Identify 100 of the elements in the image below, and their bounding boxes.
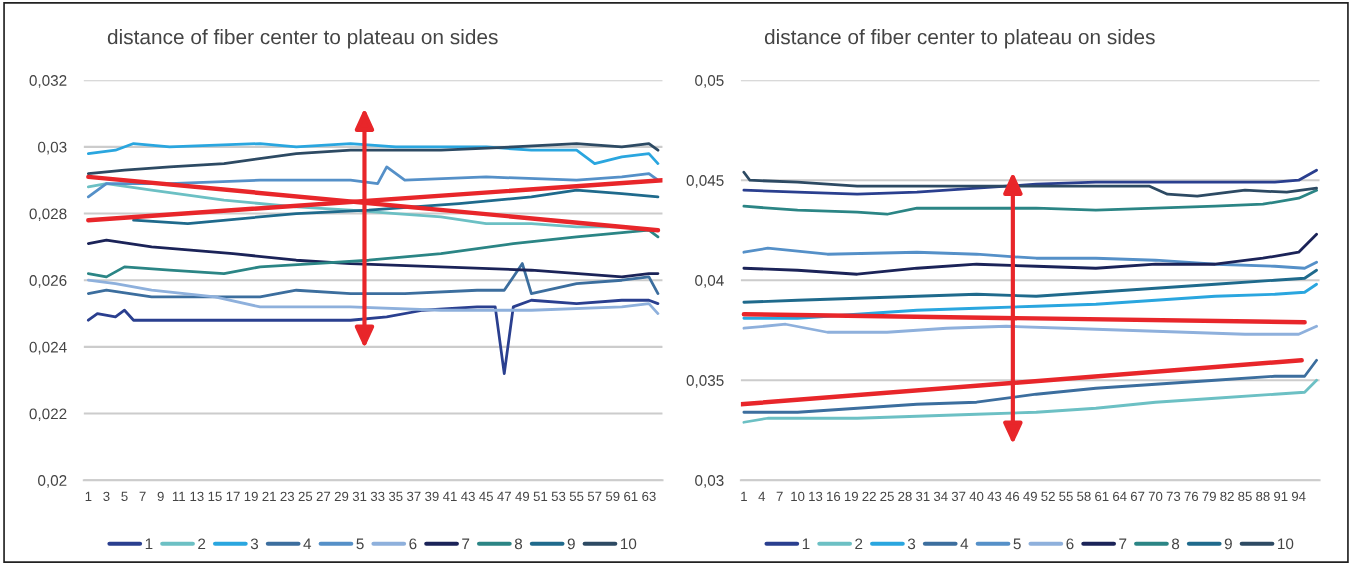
- legend-label: 10: [1278, 538, 1294, 550]
- x-tick-label: 28: [898, 491, 912, 502]
- legend-label: 8: [514, 538, 523, 550]
- legend-label: 4: [303, 538, 312, 550]
- line-series: [132, 188, 660, 225]
- x-tick-label: 94: [1291, 491, 1306, 502]
- x-tick-label: 10: [791, 491, 805, 502]
- x-tick-label: 1: [741, 491, 747, 501]
- x-tick-label: 15: [208, 491, 222, 502]
- x-tick-label: 3: [103, 491, 110, 502]
- line-series: [742, 268, 1318, 304]
- y-tick-label: 0,045: [686, 175, 724, 188]
- x-tick-label: 40: [969, 491, 984, 502]
- line-series: [742, 322, 1318, 336]
- x-tick-label: 22: [862, 491, 876, 501]
- x-tick-label: 88: [1256, 491, 1270, 502]
- line-series: [742, 282, 1318, 320]
- x-tick-label: 47: [497, 491, 511, 501]
- x-tick-label: 31: [916, 491, 930, 502]
- x-tick-label: 25: [298, 491, 313, 502]
- x-tick-label: 5: [121, 491, 128, 502]
- x-tick-label: 19: [244, 491, 258, 502]
- x-tick-label: 61: [624, 491, 638, 502]
- legend-label: 8: [1171, 538, 1180, 550]
- legend-label: 6: [409, 538, 417, 550]
- x-tick-label: 7: [139, 491, 146, 501]
- x-tick-label: 49: [1023, 491, 1037, 502]
- line-series: [742, 246, 1318, 270]
- x-tick-label: 41: [442, 491, 457, 501]
- legend-label: 3: [250, 538, 259, 550]
- x-tick-label: 37: [407, 491, 421, 502]
- legend-label: 7: [462, 538, 470, 550]
- line-series: [86, 142, 660, 175]
- y-tick-label: 0,05: [695, 75, 724, 88]
- x-tick-label: 34: [933, 491, 948, 502]
- x-tick-label: 57: [587, 491, 602, 502]
- line-series: [742, 232, 1318, 276]
- legend-label: 10: [621, 538, 637, 550]
- y-tick-label: 0,032: [29, 75, 67, 88]
- line-series: [86, 228, 660, 279]
- x-tick-label: 13: [190, 491, 204, 502]
- legend-label: 5: [356, 538, 364, 550]
- y-tick-label: 0,03: [38, 141, 67, 155]
- line-series: [86, 298, 660, 375]
- x-tick-label: 67: [1130, 491, 1145, 502]
- legend-label: 5: [1013, 538, 1021, 550]
- y-tick-label: 0,035: [686, 375, 724, 388]
- legend-label: 6: [1066, 538, 1074, 550]
- x-tick-label: 61: [1095, 491, 1109, 502]
- x-tick-label: 35: [388, 491, 403, 502]
- x-tick-label: 19: [844, 491, 858, 502]
- x-tick-label: 55: [1059, 491, 1073, 502]
- legend-label: 2: [198, 538, 206, 550]
- x-tick-label: 45: [479, 491, 493, 502]
- x-tick-label: 37: [951, 491, 966, 502]
- x-tick-label: 23: [280, 491, 295, 502]
- x-tick-label: 46: [1005, 491, 1020, 502]
- legend-label: 2: [855, 538, 863, 550]
- x-tick-label: 21: [262, 491, 276, 501]
- line-series: [742, 378, 1318, 424]
- x-tick-label: 63: [642, 491, 656, 502]
- line-series: [86, 142, 660, 165]
- x-tick-label: 1: [85, 491, 92, 501]
- line-series: [86, 262, 660, 299]
- chart-title: distance of fiber center to plateau on sides: [764, 29, 1155, 49]
- line-series: [86, 278, 660, 315]
- x-tick-label: 85: [1238, 491, 1252, 502]
- x-tick-label: 55: [569, 491, 584, 502]
- x-tick-label: 49: [515, 491, 530, 502]
- x-tick-label: 4: [758, 491, 766, 501]
- x-tick-label: 53: [551, 491, 566, 502]
- legend-label: 1: [145, 538, 153, 550]
- x-tick-label: 9: [157, 491, 164, 502]
- x-tick-label: 43: [461, 491, 475, 502]
- y-tick-label: 0,03: [695, 475, 724, 488]
- x-tick-label: 16: [827, 491, 841, 502]
- x-tick-label: 33: [370, 491, 385, 502]
- x-tick-label: 58: [1077, 491, 1091, 502]
- x-tick-label: 52: [1041, 491, 1055, 502]
- legend-label: 9: [1224, 538, 1232, 550]
- chart-title: distance of fiber center to plateau on sides: [107, 29, 498, 49]
- x-tick-label: 17: [226, 491, 240, 501]
- y-tick-label: 0,02: [38, 475, 67, 488]
- x-tick-label: 27: [316, 491, 331, 501]
- y-tick-label: 0,04: [695, 275, 724, 288]
- y-tick-label: 0,022: [29, 408, 67, 422]
- x-tick-label: 64: [1113, 491, 1127, 502]
- x-tick-label: 39: [425, 491, 439, 502]
- legend-label: 4: [960, 538, 969, 550]
- x-tick-label: 82: [1220, 491, 1234, 502]
- legend-label: 9: [567, 538, 575, 550]
- x-tick-label: 70: [1148, 491, 1163, 502]
- x-tick-label: 29: [334, 491, 349, 502]
- x-tick-label: 59: [605, 491, 620, 502]
- legend-label: 1: [802, 538, 810, 550]
- line-series: [86, 165, 660, 199]
- x-tick-label: 73: [1166, 491, 1181, 502]
- x-tick-label: 43: [987, 491, 1002, 502]
- y-tick-label: 0,026: [29, 275, 67, 288]
- line-series: [742, 188, 1318, 216]
